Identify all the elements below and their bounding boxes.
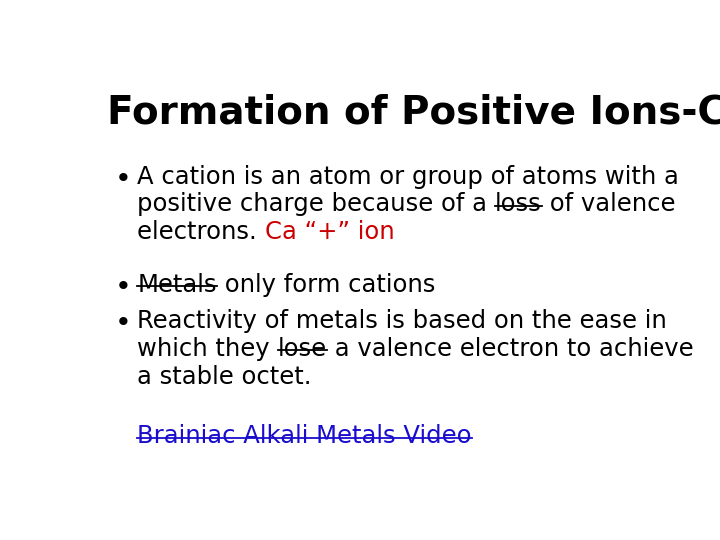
Text: only form cations: only form cations [217,273,436,296]
Text: a stable octet.: a stable octet. [138,364,312,389]
Text: Formation of Positive Ions-Cations: Formation of Positive Ions-Cations [107,94,720,132]
Text: Metals: Metals [138,273,217,296]
Text: lose: lose [278,337,327,361]
Text: •: • [115,273,132,301]
Text: loss: loss [495,192,542,217]
Text: •: • [115,165,132,193]
Text: electrons.: electrons. [138,220,265,244]
Text: •: • [115,309,132,337]
Text: positive charge because of a: positive charge because of a [138,192,495,217]
Text: Reactivity of metals is based on the ease in: Reactivity of metals is based on the eas… [138,309,667,333]
Text: a valence electron to achieve: a valence electron to achieve [327,337,693,361]
Text: Brainiac Alkali Metals Video: Brainiac Alkali Metals Video [138,424,472,448]
Text: Ca “+” ion: Ca “+” ion [265,220,395,244]
Text: of valence: of valence [542,192,675,217]
Text: A cation is an atom or group of atoms with a: A cation is an atom or group of atoms wi… [138,165,679,188]
Text: which they: which they [138,337,278,361]
